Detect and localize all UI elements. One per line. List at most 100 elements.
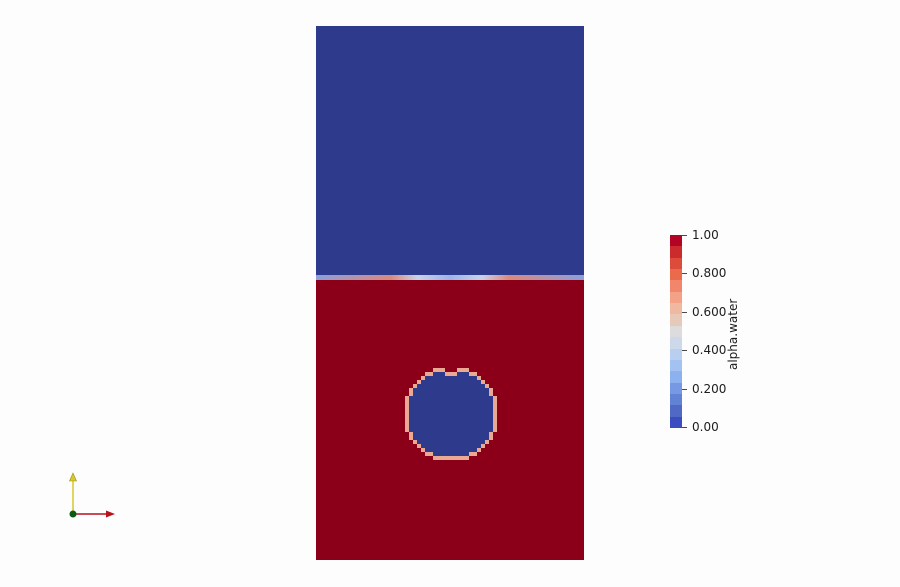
bubble-cell	[429, 380, 433, 384]
bubble-cell	[465, 428, 469, 432]
colorbar-segment	[670, 269, 682, 281]
bubble-cell	[425, 448, 429, 452]
colorbar-title: alpha.water	[726, 299, 740, 370]
bubble-cell	[429, 448, 433, 452]
bubble-cell	[481, 384, 485, 388]
bubble-cell	[485, 432, 489, 436]
bubble-cell	[457, 400, 461, 404]
bubble-cell	[433, 432, 437, 436]
bubble-cell	[461, 452, 465, 456]
bubble-cell	[433, 368, 437, 372]
bubble-cell	[457, 396, 461, 400]
bubble-cell	[437, 428, 441, 432]
bubble-cell	[437, 408, 441, 412]
colorbar-tick	[682, 350, 687, 351]
colorbar-tick	[682, 427, 687, 428]
bubble-cell	[421, 404, 425, 408]
bubble-cell	[433, 396, 437, 400]
x-axis-arrow-icon	[106, 511, 115, 518]
bubble-cell	[461, 420, 465, 424]
bubble-cell	[421, 432, 425, 436]
bubble-cell	[485, 404, 489, 408]
colorbar-tick	[682, 273, 687, 274]
bubble-cell	[485, 412, 489, 416]
bubble-cell	[461, 424, 465, 428]
bubble-cell	[477, 444, 481, 448]
bubble-cell	[437, 404, 441, 408]
bubble-cell	[457, 432, 461, 436]
bubble-cell	[413, 416, 417, 420]
bubble-cell	[481, 400, 485, 404]
bubble-cell	[437, 420, 441, 424]
bubble-cell	[453, 404, 457, 408]
bubble-cell	[429, 384, 433, 388]
bubble-cell	[405, 400, 409, 404]
bubble-cell	[437, 400, 441, 404]
bubble-cell	[433, 404, 437, 408]
bubble-cell	[417, 384, 421, 388]
origin-dot-icon	[70, 511, 77, 518]
bubble-cell	[449, 420, 453, 424]
colorbar-tick-label: 0.600	[692, 306, 726, 318]
bubble-cell	[485, 384, 489, 388]
bubble-cell	[457, 388, 461, 392]
bubble-cell	[485, 424, 489, 428]
bubble-cell	[477, 436, 481, 440]
colorbar-segment	[670, 280, 682, 292]
bubble-cell	[457, 452, 461, 456]
bubble-cell	[413, 384, 417, 388]
bubble-cell	[465, 436, 469, 440]
bubble-cell	[465, 412, 469, 416]
bubble-cell	[457, 424, 461, 428]
bubble-cell	[425, 416, 429, 420]
bubble-cell	[441, 380, 445, 384]
bubble-cell	[445, 452, 449, 456]
bubble-cell	[421, 420, 425, 424]
bubble-cell	[469, 408, 473, 412]
bubble-cell	[437, 368, 441, 372]
bubble-cell	[449, 404, 453, 408]
bubble-cell	[441, 404, 445, 408]
bubble-cell	[485, 416, 489, 420]
bubble-cell	[449, 436, 453, 440]
bubble-cell	[461, 380, 465, 384]
bubble-cell	[481, 392, 485, 396]
bubble-cell	[465, 408, 469, 412]
bubble-cell	[461, 384, 465, 388]
bubble-cell	[445, 384, 449, 388]
bubble-cell	[433, 380, 437, 384]
bubble-cell	[421, 428, 425, 432]
bubble-cell	[433, 448, 437, 452]
bubble-cell	[409, 412, 413, 416]
bubble-cell	[453, 456, 457, 460]
bubble-cell	[465, 384, 469, 388]
bubble-cell	[449, 392, 453, 396]
bubble-cell	[441, 456, 445, 460]
bubble-cell	[473, 376, 477, 380]
bubble-cell	[429, 400, 433, 404]
bubble-cell	[469, 452, 473, 456]
bubble-cell	[461, 376, 465, 380]
bubble-cell	[493, 420, 497, 424]
bubble-cell	[481, 440, 485, 444]
colorbar-tick-label: 0.00	[692, 421, 719, 433]
bubble-cell	[473, 392, 477, 396]
bubble-cell	[477, 428, 481, 432]
colorbar-tick-label: 1.00	[692, 229, 719, 241]
bubble-cell	[465, 440, 469, 444]
colorbar-segment	[670, 394, 682, 406]
bubble-cell	[433, 444, 437, 448]
bubble-cell	[405, 428, 409, 432]
bubble-cell	[421, 388, 425, 392]
bubble-cell	[421, 436, 425, 440]
bubble-cell	[453, 388, 457, 392]
bubble-cell	[473, 412, 477, 416]
bubble-cell	[453, 376, 457, 380]
bubble-cell	[429, 424, 433, 428]
bubble-cell	[481, 432, 485, 436]
bubble-cell	[445, 376, 449, 380]
bubble-cell	[425, 420, 429, 424]
bubble-cell	[469, 380, 473, 384]
bubble-cell	[425, 436, 429, 440]
